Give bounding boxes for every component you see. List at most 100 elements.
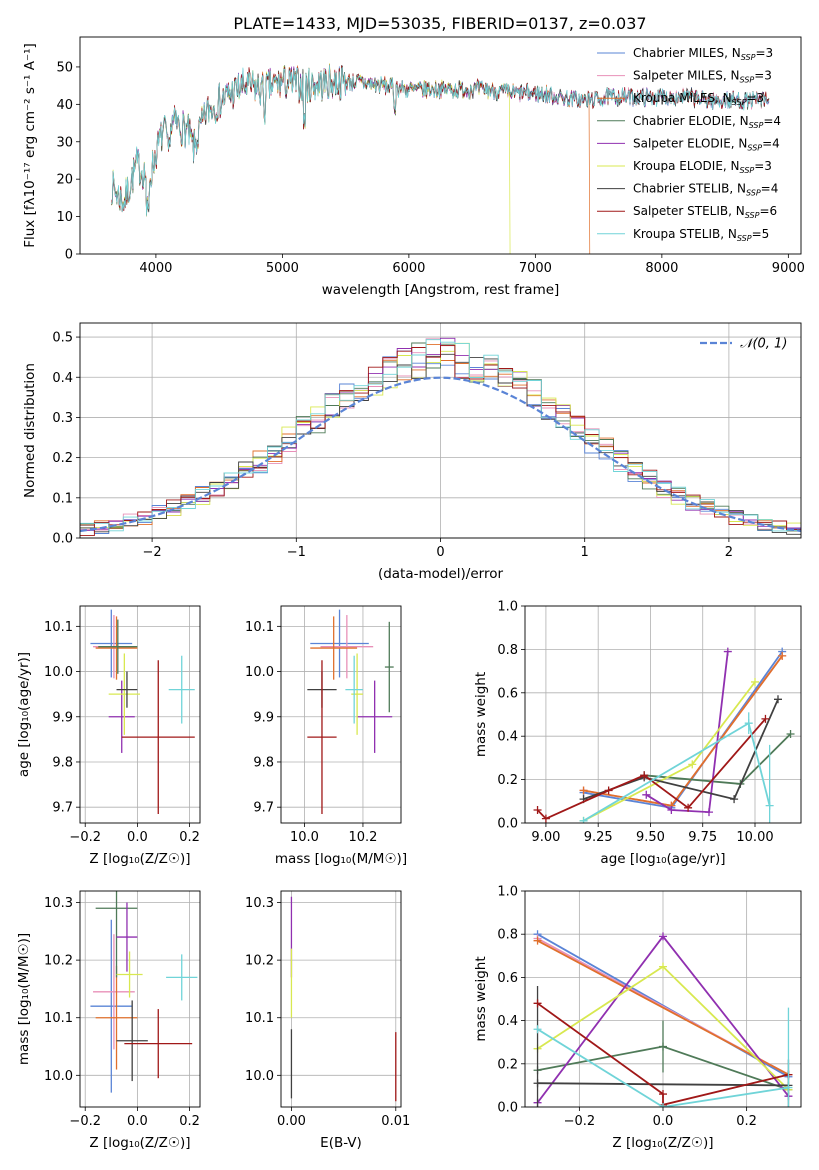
x-tick-label: 0 (436, 545, 444, 560)
x-axis-label: E(B-V) (320, 1135, 362, 1151)
weight-marker-chabrier-elodie (786, 730, 795, 739)
weight-line-kroupa-miles (537, 939, 789, 1076)
x-tick-label: 9.50 (636, 830, 665, 845)
y-axis-label: mass [log₁₀(M/M☉)] (16, 933, 32, 1065)
y-tick-label: 0.6 (497, 971, 518, 986)
weight-line-salpeter-miles (583, 655, 783, 807)
panel-age-vs-metallicity: −0.2 0.0 0.2 9.7 9.8 9.9 10.0 10.1 Z [log₁₀(Z/Z☉… (16, 605, 201, 867)
weight-marker-salpeter-elodie (642, 790, 651, 799)
normal-curve (80, 376, 801, 533)
weight-line-chabrier-miles (583, 651, 783, 809)
weight-marker-kroupa-stelib (659, 1103, 667, 1107)
weight-marker-kroupa-stelib (533, 1025, 542, 1034)
weight-marker-salpeter-stelib (684, 803, 693, 812)
panel-residual-histogram: −2 −1 0 1 2 0.0 0.1 0.2 0.3 0.4 0.5 (data-model)/er… (22, 322, 802, 582)
y-tick-label: 10.1 (44, 1011, 73, 1026)
y-tick-label: 10.3 (44, 896, 73, 911)
x-tick-label: 7000 (519, 261, 552, 276)
y-tick-label: 9.7 (253, 801, 274, 816)
y-tick-label: 1.0 (497, 885, 518, 900)
y-tick-label: 9.8 (52, 755, 73, 770)
x-tick-label: 0.2 (179, 830, 200, 845)
weight-marker-salpeter-stelib (761, 714, 770, 723)
legend-label-kroupa-miles: Kroupa MILES, NSSP=3 (633, 91, 764, 107)
histogram-salpeter-stelib (80, 344, 801, 537)
y-tick-label: 10.0 (44, 1069, 73, 1084)
y-tick-label: 0.2 (52, 451, 73, 466)
panel-mass-vs-extinction: 0.00 0.01 10.0 10.1 10.2 10.3 E(B-V) (245, 890, 410, 1151)
histogram-group (80, 337, 801, 537)
x-tick-label: −0.2 (564, 1114, 596, 1129)
y-tick-label: 0.8 (497, 928, 518, 943)
weight-marker-kroupa-miles (778, 651, 787, 660)
legend-label-normal: 𝒩(0, 1) (740, 337, 787, 352)
x-tick-label: 0.2 (736, 1114, 757, 1129)
weight-line-salpeter-stelib (536, 718, 767, 820)
weight-line-salpeter-stelib (536, 1002, 789, 1106)
x-axis-label: mass [log₁₀(M/M☉)] (275, 851, 407, 867)
legend-label-chabrier-elodie: Chabrier ELODIE, NSSP=4 (633, 114, 781, 130)
x-tick-label: −1 (287, 545, 306, 560)
spectrum-title: PLATE=1433, MJD=53035, FIBERID=0137, z=0… (233, 14, 646, 33)
weight-marker-kroupa-miles (533, 936, 542, 945)
axes-frame (280, 605, 402, 824)
legend-label-salpeter-stelib: Salpeter STELIB, NSSP=6 (633, 204, 777, 220)
spectrum-legend: Chabrier MILES, NSSP=3 Salpeter MILES, NS… (597, 46, 781, 243)
y-tick-label: 1.0 (497, 600, 518, 615)
legend-label-salpeter-elodie: Salpeter ELODIE, NSSP=4 (633, 136, 780, 152)
weight-group (533, 647, 795, 823)
legend-label-chabrier-stelib: Chabrier STELIB, NSSP=4 (633, 182, 778, 198)
y-tick-label: 10.3 (245, 896, 274, 911)
y-tick-label: 10.0 (44, 665, 73, 680)
panel-weight-vs-age: 9.00 9.25 9.50 9.75 10.00 0.0 0.2 0.4 0.6 0.8 1.0 a… (473, 600, 802, 867)
y-tick-label: 0.0 (52, 532, 73, 547)
legend-label-kroupa-elodie: Kroupa ELODIE, NSSP=3 (633, 159, 772, 175)
y-axis-label: mass weight (473, 672, 489, 757)
weight-marker-kroupa-stelib (579, 816, 588, 823)
histogram-kroupa-stelib (80, 339, 801, 532)
y-tick-label: 30 (56, 135, 73, 150)
y-tick-label: 9.7 (52, 801, 73, 816)
y-tick-label: 0.4 (497, 1014, 518, 1029)
x-axis-label: Z [log₁₀(Z/Z☉)] (89, 1135, 190, 1151)
y-tick-label: 10.1 (245, 1011, 274, 1026)
y-tick-label: 10.2 (44, 954, 73, 969)
x-tick-label: 0.0 (127, 1114, 148, 1129)
weight-marker-kroupa-elodie (751, 677, 759, 686)
y-axis-label: age [log₁₀(age/yr)] (16, 652, 32, 777)
x-tick-label: 10.00 (736, 830, 773, 845)
weight-marker-salpeter-stelib (541, 814, 550, 823)
y-tick-label: 10.2 (245, 954, 274, 969)
y-tick-label: 10 (56, 210, 73, 225)
weight-marker-kroupa-elodie (688, 760, 697, 769)
axes-frame (79, 890, 201, 1108)
y-axis-label: Normed distribution (22, 363, 38, 498)
x-tick-label: −0.2 (69, 830, 101, 845)
y-tick-label: 9.9 (253, 710, 274, 725)
x-tick-label: −0.2 (69, 1114, 101, 1129)
x-tick-label: 4000 (139, 261, 172, 276)
panel-spectrum: 4000 5000 6000 7000 8000 9000 0 10 20 30 40 50 wavel… (22, 36, 805, 298)
weight-line-salpeter-elodie (645, 651, 729, 814)
y-tick-label: 0.5 (52, 331, 73, 346)
weight-line-kroupa-elodie (583, 681, 756, 822)
x-axis-label: (data-model)/error (378, 566, 504, 582)
legend-label-kroupa-stelib: Kroupa STELIB, NSSP=5 (633, 227, 769, 243)
y-tick-label: 0.2 (497, 773, 518, 788)
x-tick-label: 9.75 (688, 830, 717, 845)
x-tick-label: 0.00 (277, 1114, 306, 1129)
x-tick-label: 9.00 (531, 830, 560, 845)
y-tick-label: 0.6 (497, 686, 518, 701)
errorbar-group (90, 891, 198, 1093)
x-tick-label: 6000 (392, 261, 425, 276)
y-axis-label: Flux [fλ10⁻¹⁷ erg cm⁻² s⁻¹ A⁻¹] (22, 43, 38, 248)
y-tick-label: 10.1 (245, 620, 274, 635)
weight-marker-kroupa-elodie (659, 962, 667, 971)
weight-marker-salpeter-stelib (604, 786, 613, 795)
y-tick-label: 9.9 (52, 710, 73, 725)
x-tick-label: 9.25 (584, 830, 613, 845)
legend-label-salpeter-miles: Salpeter MILES, NSSP=3 (633, 69, 772, 85)
errorbar-group (90, 609, 195, 814)
spectrum-line-kroupa-stelib (111, 64, 770, 216)
